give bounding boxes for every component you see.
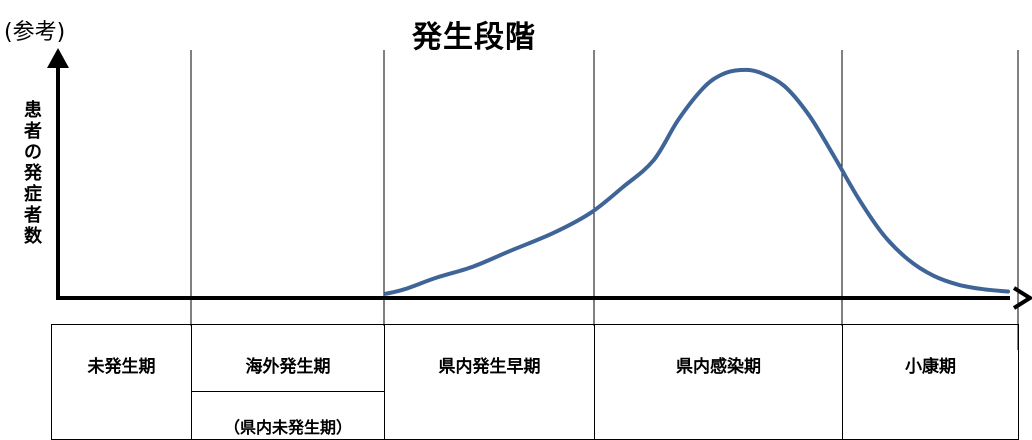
phase-label: 未発生期 [87,357,156,377]
reference-label: (参考) [4,20,66,45]
phase-cell-1: 未発生期 [51,324,192,440]
phase-table: 未発生期 海外発生期 （県内未発生期） 県内発生早期 県内感染期 小康期 [51,324,1019,440]
phase-label: 小康期 [905,357,956,377]
y-axis-arrow-icon [47,48,69,68]
phase-sublabel: （県内未発生期） [223,418,352,437]
phase-label: 県内感染期 [676,357,761,377]
phase-cell-2: 海外発生期 （県内未発生期） [191,324,385,440]
y-axis-label: 患者の発症者数 [24,100,42,247]
phase-cell-4: 県内感染期 [594,324,843,440]
x-axis-arrow-icon [1012,286,1032,310]
epidemic-curve [384,67,1010,296]
phase-label: 海外発生期 [245,357,331,377]
phase-label: 県内発生早期 [438,357,541,377]
phase-subcell: （県内未発生期） [192,391,384,438]
phase-cell-3: 県内発生早期 [384,324,595,440]
phase-cell-5: 小康期 [842,324,1019,440]
phase-row: 未発生期 海外発生期 （県内未発生期） 県内発生早期 県内感染期 小康期 [51,324,1019,440]
diagram-title: 発生段階 [412,20,536,55]
